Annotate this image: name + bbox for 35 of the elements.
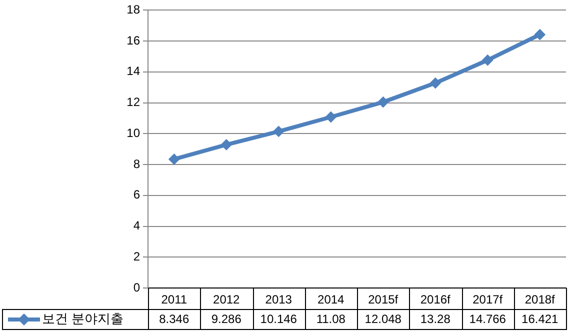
data-label: 13.28 bbox=[420, 312, 451, 326]
x-tick-label: 2017f bbox=[472, 292, 504, 307]
x-tick-label: 2011 bbox=[161, 292, 188, 307]
y-tick-label: 2 bbox=[133, 249, 140, 264]
y-tick-label: 18 bbox=[126, 2, 140, 17]
data-label: 12.048 bbox=[364, 312, 402, 326]
point bbox=[534, 29, 546, 40]
y-tick-label: 14 bbox=[126, 64, 140, 78]
data-label: 16.421 bbox=[522, 312, 559, 326]
x-tick-label: 2015f bbox=[368, 292, 399, 307]
x-tick-label: 2014 bbox=[318, 292, 345, 307]
y-tick-label: 12 bbox=[126, 95, 140, 110]
y-tick-label: 4 bbox=[133, 218, 140, 233]
legend-label: 보건 분야지출 bbox=[42, 311, 124, 326]
point bbox=[378, 96, 389, 108]
x-tick-label: 2018f bbox=[524, 292, 556, 307]
x-tick-label: 2013 bbox=[265, 292, 292, 307]
x-tick-label: 2012 bbox=[213, 292, 240, 307]
data-label: 8.346 bbox=[159, 312, 190, 326]
point bbox=[430, 78, 441, 89]
y-tick-label: 10 bbox=[126, 126, 140, 140]
y-tick-label: 6 bbox=[133, 188, 140, 202]
y-tick-label: 8 bbox=[133, 156, 140, 171]
y-tick-label: 0 bbox=[133, 280, 140, 294]
data-label: 10.146 bbox=[260, 312, 298, 326]
y-tick-label: 16 bbox=[126, 33, 140, 48]
x-tick-label: 2016f bbox=[420, 292, 452, 307]
point bbox=[325, 112, 336, 122]
data-label: 14.766 bbox=[469, 312, 506, 326]
point bbox=[220, 139, 232, 150]
point bbox=[482, 54, 494, 66]
point bbox=[273, 126, 284, 137]
data-label: 11.08 bbox=[316, 312, 346, 326]
data-label: 9.286 bbox=[211, 312, 242, 326]
point bbox=[168, 154, 180, 165]
